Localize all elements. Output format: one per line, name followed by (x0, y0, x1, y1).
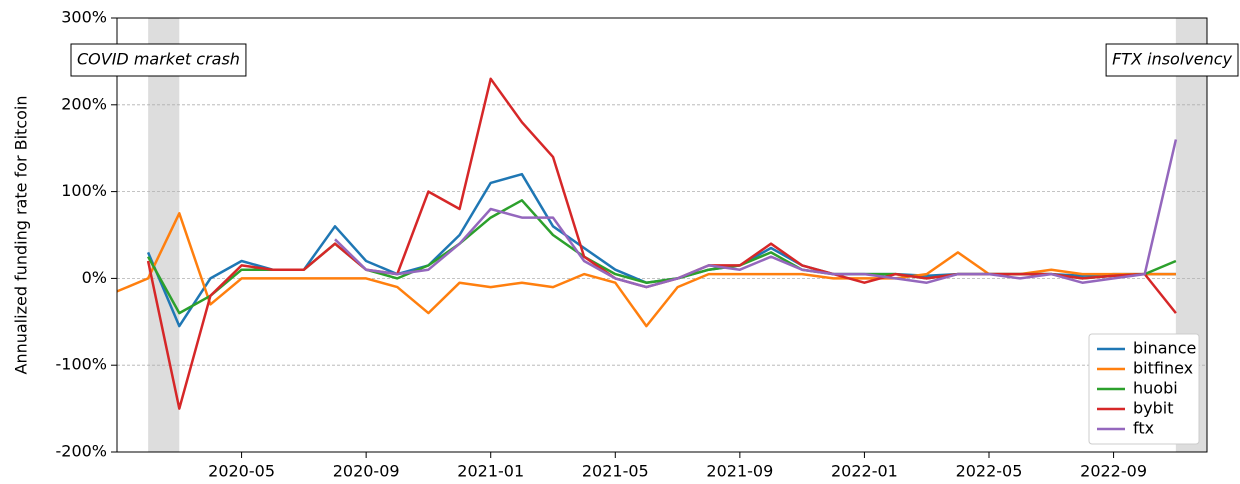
annotation: COVID market crash (70, 43, 247, 77)
y-axis-label: Annualized funding rate for Bitcoin (12, 96, 31, 375)
y-tick-label: 100% (61, 181, 107, 200)
annotation: FTX insolvency (1105, 43, 1239, 77)
annotation-box (1105, 43, 1239, 77)
annotation-text: COVID market crash (77, 50, 240, 69)
x-tick-label: 2022-09 (1080, 462, 1147, 481)
legend-label: bybit (1133, 399, 1174, 418)
x-tick-label: 2021-01 (457, 462, 524, 481)
legend-box (1088, 333, 1200, 445)
x-tick-label: 2022-01 (831, 462, 898, 481)
legend-label: huobi (1133, 379, 1178, 398)
x-tick-label: 2022-05 (956, 462, 1023, 481)
y-tick-label: 0% (82, 268, 107, 287)
plot-frame (116, 17, 1208, 453)
y-tick-label: -200% (55, 442, 107, 461)
y-tick-label: -100% (55, 355, 107, 374)
x-tick-label: 2020-09 (333, 462, 400, 481)
legend-label: ftx (1133, 419, 1154, 438)
y-tick-label: 200% (61, 94, 107, 113)
annotation-text: FTX insolvency (1112, 50, 1232, 69)
series-line (146, 77, 1177, 410)
legend-label: binance (1133, 339, 1196, 358)
y-tick-label: 300% (61, 8, 107, 27)
x-tick-label: 2021-05 (582, 462, 649, 481)
x-tick-label: 2021-09 (706, 462, 773, 481)
series-line (147, 199, 1177, 315)
legend-label: bitfinex (1133, 359, 1193, 378)
annotation-box (70, 43, 247, 77)
series-line (146, 172, 1176, 328)
series-line (334, 139, 1178, 289)
x-tick-label: 2020-05 (208, 462, 275, 481)
